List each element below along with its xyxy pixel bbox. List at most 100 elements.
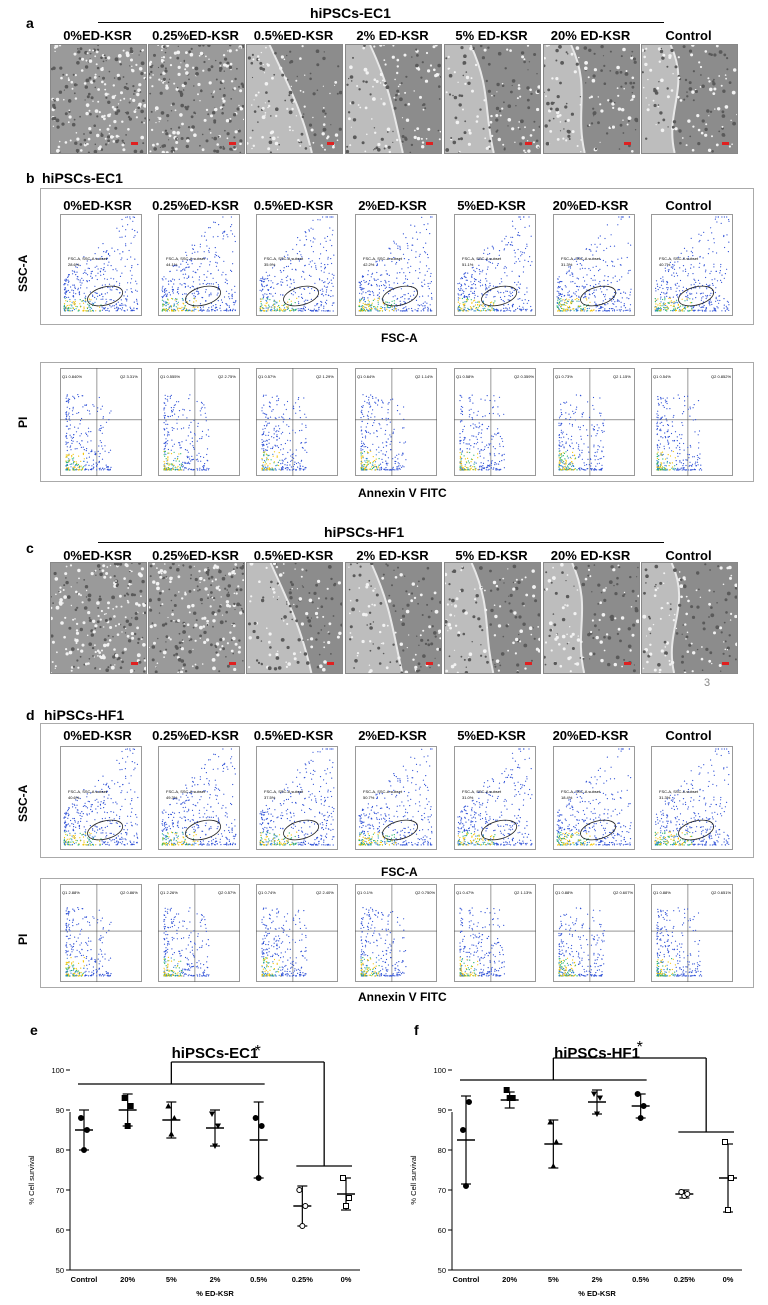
y-axis-label: SSC-A — [16, 254, 30, 292]
fsc-ssc-plot: FSC-A, SSC-A subset 31.0% — [454, 746, 536, 850]
quadrant-q1-value: Q1 0.88% — [653, 890, 671, 895]
x-tick-label: 0.5% — [250, 1275, 267, 1284]
micrograph — [246, 562, 343, 674]
micrograph — [345, 562, 442, 674]
panel-letter-f: f — [414, 1022, 419, 1038]
y-tick-label: 80 — [438, 1146, 446, 1155]
gate-label: FSC-A, SSC-A subset 31.0% — [462, 789, 502, 800]
chart-title: hiPSCs-EC1 — [172, 1045, 259, 1062]
y-tick-label: 100 — [433, 1066, 446, 1075]
y-tick-label: 80 — [56, 1146, 64, 1155]
quadrant-q2-value: Q2 0.607% — [613, 890, 633, 895]
scale-bar — [624, 142, 631, 145]
condition-header: 5%ED-KSR — [457, 198, 526, 213]
group-title: hiPSCs-HF1 — [324, 524, 405, 540]
group-title: hiPSCs-HF1 — [44, 707, 125, 723]
y-tick-label: 60 — [438, 1226, 446, 1235]
micrograph — [543, 44, 640, 154]
data-point — [296, 1187, 303, 1193]
scale-bar — [229, 662, 236, 665]
quadrant-q1-value: Q1 0.840% — [62, 374, 82, 379]
condition-header: 20%ED-KSR — [552, 728, 629, 743]
quadrant-q2-value: Q2 0.86% — [120, 890, 138, 895]
condition-header: Control — [665, 728, 712, 743]
x-tick-label: 0.5% — [632, 1275, 649, 1284]
quadrant-q2-value: Q2 2.40% — [316, 890, 334, 895]
condition-header: 20%ED-KSR — [552, 198, 629, 213]
condition-header: Control — [665, 198, 712, 213]
quadrant-q1-value: Q1 0.64% — [357, 374, 375, 379]
x-tick-label: 20% — [502, 1275, 517, 1284]
data-point — [463, 1183, 469, 1189]
annexin-pi-plot: Q1 0.555% Q2 2.75% — [158, 368, 240, 476]
quadrant-q1-value: Q1 0.74% — [258, 890, 276, 895]
data-point — [212, 1143, 218, 1149]
group-bracket-line — [98, 542, 664, 543]
fsc-ssc-plot: FSC-A, SSC-A subset 44.1% — [158, 214, 240, 316]
annexin-pi-plot: Q1 0.58% Q2 0.359% — [454, 368, 536, 476]
data-point — [121, 1095, 128, 1101]
quadrant-q2-value: Q2 2.75% — [218, 374, 236, 379]
annexin-pi-plot: Q1 2.88% Q2 0.86% — [60, 884, 142, 982]
chart-title: hiPSCs-HF1 — [554, 1045, 640, 1062]
condition-header: 0%ED-KSR — [63, 28, 132, 43]
data-point — [252, 1115, 259, 1121]
annexin-pi-plot: Q1 0.73% Q2 1.15% — [553, 368, 635, 476]
condition-header: 20% ED-KSR — [550, 28, 631, 43]
data-point — [634, 1091, 641, 1097]
annexin-pi-plot: Q1 0.74% Q2 2.40% — [256, 884, 338, 982]
y-tick-label: 50 — [438, 1266, 446, 1275]
data-point — [124, 1123, 131, 1129]
quadrant-q2-value: Q2 3.31% — [120, 374, 138, 379]
data-point — [466, 1099, 472, 1105]
fsc-ssc-plot: FSC-A, SSC-A subset 40.6% — [60, 746, 142, 850]
fsc-ssc-plot: FSC-A, SSC-A subset 51.1% — [454, 214, 536, 316]
quadrant-q2-value: Q2 1.15% — [613, 374, 631, 379]
quadrant-q2-value: Q2 1.13% — [514, 890, 532, 895]
quadrant-q1-value: Q1 0.555% — [160, 374, 180, 379]
condition-header: 2% ED-KSR — [356, 28, 429, 43]
quadrant-q2-value: Q2 0.852% — [711, 374, 731, 379]
micrograph — [444, 562, 541, 674]
scale-bar — [426, 662, 433, 665]
quadrant-q1-value: Q1 0.54% — [653, 374, 671, 379]
data-point — [640, 1103, 647, 1109]
fsc-ssc-plot: FSC-A, SSC-A subset 50.7% — [355, 746, 437, 850]
corner-number: 3 — [704, 677, 711, 689]
micrograph — [50, 44, 147, 154]
micrograph — [641, 562, 738, 674]
y-tick-label: 70 — [56, 1186, 64, 1195]
data-point — [460, 1127, 466, 1133]
gate-label: FSC-A, SSC-A subset 44.1% — [166, 256, 206, 267]
flow-frame — [40, 878, 754, 988]
annexin-pi-plot: Q1 0.88% Q2 0.607% — [553, 884, 635, 982]
micrograph — [50, 562, 147, 674]
quadrant-q2-value: Q2 0.57% — [218, 890, 236, 895]
condition-header: 0.5%ED-KSR — [253, 548, 334, 563]
data-point — [299, 1223, 306, 1229]
data-point — [84, 1127, 90, 1133]
y-tick-label: 70 — [438, 1186, 446, 1195]
quadrant-q1-value: Q1 0.47% — [456, 890, 474, 895]
micrograph — [148, 562, 245, 674]
fsc-ssc-plot: FSC-A, SSC-A subset 28.6% — [60, 214, 142, 316]
x-tick-label: 0% — [723, 1275, 734, 1284]
x-tick-label: 20% — [120, 1275, 135, 1284]
gate-label: FSC-A, SSC-A subset 51.1% — [462, 256, 502, 267]
x-tick-label: Control — [71, 1275, 98, 1284]
data-point — [165, 1103, 172, 1109]
micrograph — [246, 44, 343, 154]
flow-frame — [40, 362, 754, 482]
significance-marker: * — [255, 1043, 261, 1060]
survival-chart-ec1: hiPSCs-EC1 50 60 70 80 90 100 % Cell survival % … — [27, 1043, 360, 1298]
data-point — [343, 1203, 349, 1209]
annexin-pi-plot: Q1 0.88% Q2 0.651% — [651, 884, 733, 982]
x-axis-label: FSC-A — [381, 865, 418, 879]
data-point — [594, 1111, 600, 1117]
data-point — [637, 1115, 644, 1121]
x-tick-label: 0.25% — [674, 1275, 696, 1284]
fsc-ssc-plot: FSC-A, SSC-A subset 40.7% — [651, 214, 733, 316]
data-point — [215, 1123, 221, 1129]
gate-label: FSC-A, SSC-A subset 31.3% — [659, 789, 699, 800]
significance-marker: * — [637, 1040, 643, 1056]
